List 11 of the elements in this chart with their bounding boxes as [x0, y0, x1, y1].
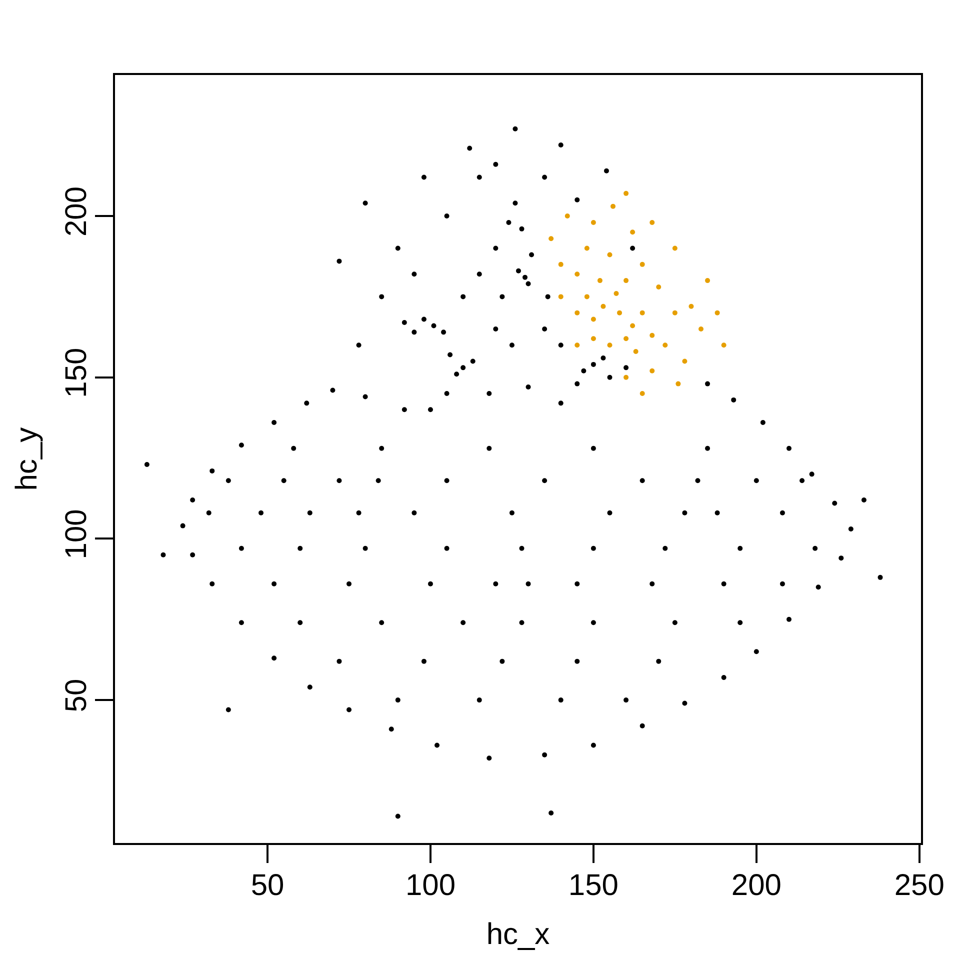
x-tick-label: 150 — [568, 869, 618, 902]
x-tick-label: 50 — [250, 869, 284, 902]
x-tick-label: 100 — [405, 869, 456, 902]
y-tick-label: 200 — [60, 186, 93, 237]
y-tick-label: 100 — [60, 509, 93, 560]
x-tick-label: 250 — [894, 869, 944, 902]
y-axis-title: hc_y — [10, 427, 44, 491]
x-tick-label: 200 — [731, 869, 782, 902]
y-tick-label: 150 — [60, 348, 93, 398]
y-tick-label: 50 — [60, 678, 93, 712]
x-axis-title: hc_x — [486, 918, 550, 951]
